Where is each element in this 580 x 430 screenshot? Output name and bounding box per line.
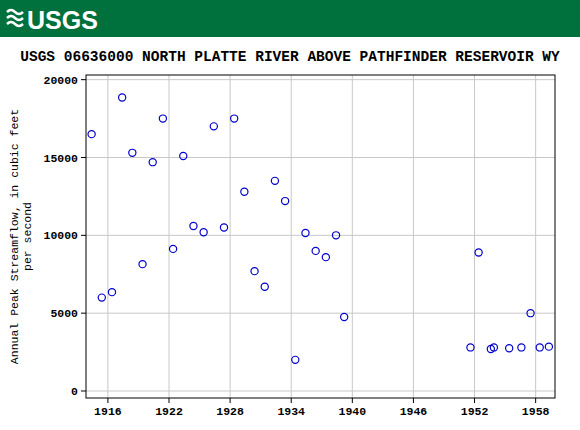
plot-frame <box>86 75 555 398</box>
tick-label: 1916 <box>94 405 122 418</box>
grid-line <box>107 75 108 398</box>
tick-label: 1958 <box>522 405 550 418</box>
point <box>190 222 197 229</box>
tick <box>230 398 231 403</box>
title: USGS 06636000 NORTH PLATTE RIVER ABOVE P… <box>20 49 560 65</box>
point <box>220 224 227 231</box>
tick <box>169 398 170 403</box>
grid-line <box>291 75 292 398</box>
grid-line <box>86 313 555 314</box>
point <box>475 249 482 256</box>
grid-line <box>86 157 555 158</box>
grid <box>86 75 555 398</box>
logo-wave <box>7 10 23 14</box>
tick <box>474 398 475 403</box>
point <box>261 283 268 290</box>
point <box>302 229 309 236</box>
y-axis-label-line: per second <box>21 202 34 271</box>
point <box>180 152 187 159</box>
points <box>88 94 552 363</box>
point <box>490 344 497 351</box>
point <box>169 245 176 252</box>
point <box>292 356 299 363</box>
tick <box>413 398 414 403</box>
tick <box>535 398 536 403</box>
grid-line <box>86 235 555 236</box>
tick <box>81 390 86 391</box>
point <box>282 197 289 204</box>
tick-label: 0 <box>71 385 78 398</box>
logo-text: USGS <box>27 6 98 34</box>
tick-label: 1946 <box>400 405 428 418</box>
point <box>129 149 136 156</box>
logo-wave <box>7 16 23 20</box>
grid-line <box>169 75 170 398</box>
tick-label: 20000 <box>43 74 78 87</box>
grid-line <box>86 79 555 80</box>
tick-label: 1922 <box>155 405 183 418</box>
grid-line <box>352 75 353 398</box>
grid-line <box>86 390 555 391</box>
point <box>467 344 474 351</box>
tick-label: 1928 <box>216 405 244 418</box>
tick <box>81 313 86 314</box>
logo-wave <box>7 22 23 26</box>
point <box>545 343 552 350</box>
grid-line <box>474 75 475 398</box>
tick-label: 1952 <box>461 405 489 418</box>
point <box>271 177 278 184</box>
point <box>139 261 146 268</box>
point <box>119 94 126 101</box>
logo-icon <box>7 10 23 26</box>
point <box>312 247 319 254</box>
tick <box>81 79 86 80</box>
point <box>108 289 115 296</box>
grid-line <box>535 75 536 398</box>
tick-label: 1940 <box>339 405 367 418</box>
grid-line <box>413 75 414 398</box>
point <box>159 115 166 122</box>
header-band <box>0 0 580 37</box>
tick <box>291 398 292 403</box>
tick-label: 15000 <box>43 152 78 165</box>
point <box>241 188 248 195</box>
point <box>149 159 156 166</box>
tick-label: 1934 <box>277 405 305 418</box>
point <box>518 344 525 351</box>
y-axis-label-line: Annual Peak Streamflow, in cubic feet <box>8 109 21 364</box>
point <box>322 254 329 261</box>
tick <box>81 235 86 236</box>
point <box>231 115 238 122</box>
point <box>506 345 513 352</box>
point <box>536 344 543 351</box>
y-axis-label: Annual Peak Streamflow, in cubic feetper… <box>8 109 34 364</box>
tick <box>81 157 86 158</box>
point <box>200 229 207 236</box>
tick-label: 10000 <box>43 229 78 242</box>
point <box>210 123 217 130</box>
point <box>88 131 95 138</box>
point <box>527 310 534 317</box>
point <box>332 232 339 239</box>
point <box>98 294 105 301</box>
tick <box>107 398 108 403</box>
tick <box>352 398 353 403</box>
tick-label: 5000 <box>50 307 78 320</box>
point <box>341 313 348 320</box>
point <box>251 268 258 275</box>
chart: USGS USGS 06636000 NORTH PLATTE RIVER ABO… <box>0 0 580 430</box>
grid-line <box>230 75 231 398</box>
